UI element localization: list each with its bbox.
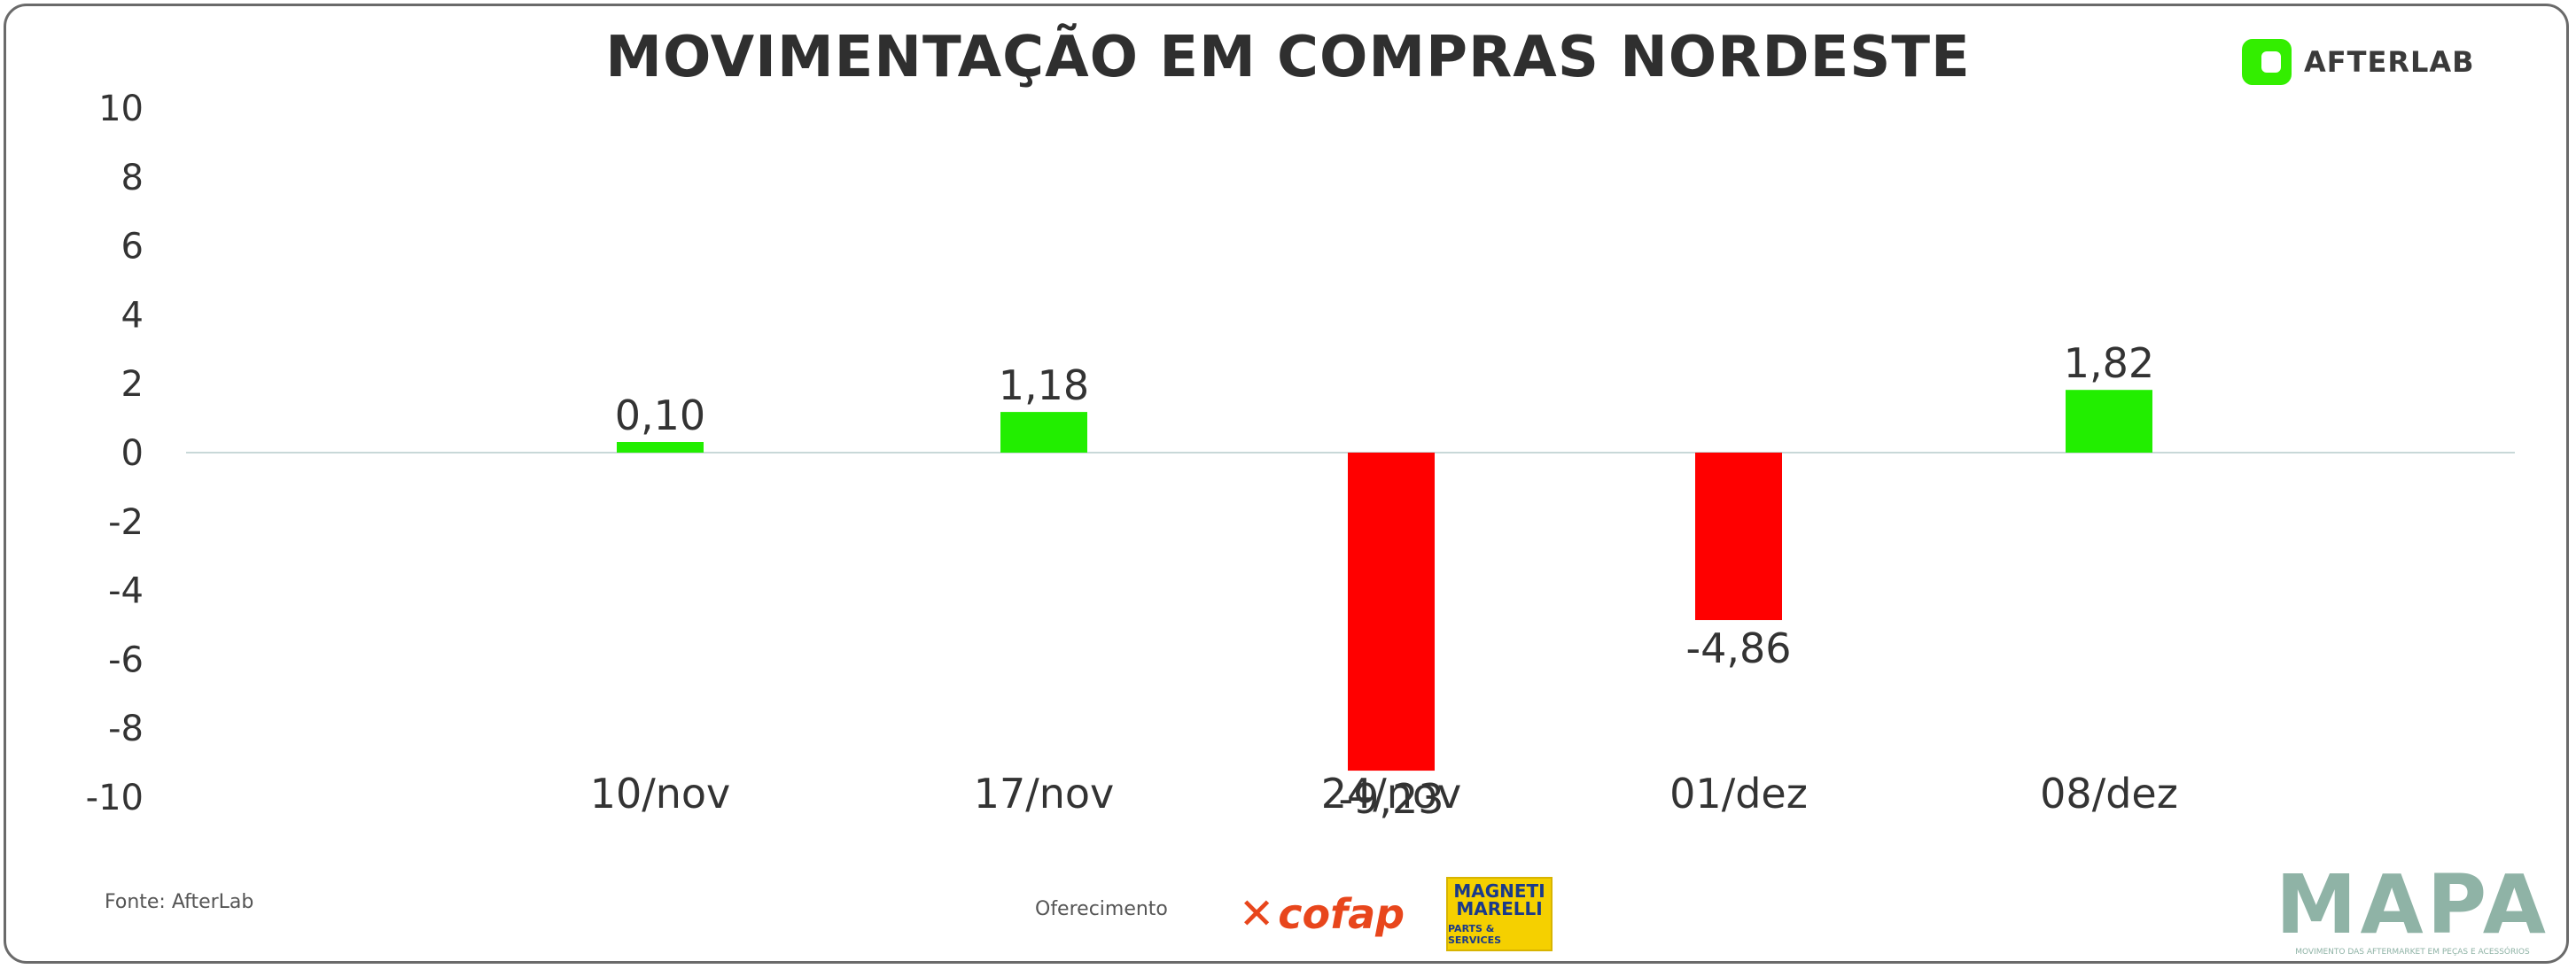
magneti-marelli-wordmark: MAGNETI MARELLI (1453, 880, 1545, 919)
source-note: Fonte: AfterLab (105, 891, 254, 913)
afterlab-logo: AFTERLAB (2242, 37, 2475, 87)
cofap-logo: ✕ cofap (1239, 889, 1405, 939)
y-tick-label: -6 (108, 640, 144, 680)
mapa-tagline: MOVIMENTO DAS AFTERMARKET EM PEÇAS E ACE… (2295, 948, 2530, 957)
y-tick-label: 2 (121, 364, 144, 405)
bar (617, 442, 704, 453)
bar (1348, 453, 1435, 771)
x-tick-label: 10/nov (590, 770, 731, 818)
data-label: 1,18 (999, 361, 1089, 409)
magneti-marelli-subtitle: PARTS & SERVICES (1448, 923, 1502, 946)
magneti-marelli-logo: MAGNETI MARELLI PARTS & SERVICES (1446, 877, 1553, 951)
x-tick-label: 24/nov (1321, 770, 1462, 818)
brand-name: AFTERLAB (2304, 45, 2475, 79)
cofap-x-icon: ✕ (1239, 889, 1275, 939)
y-tick-label: -4 (108, 571, 144, 612)
cofap-wordmark: cofap (1278, 890, 1405, 938)
data-label: -9,23 (1338, 775, 1444, 823)
bar (1000, 412, 1087, 453)
chart-title: MOVIMENTAÇÃO EM COMPRAS NORDESTE (605, 25, 1971, 90)
bar (2066, 390, 2152, 453)
y-tick-label: -10 (86, 778, 144, 818)
x-tick-label: 01/dez (1669, 770, 1808, 818)
bar (1695, 453, 1782, 621)
mapa-wordmark: MAPA (2276, 857, 2549, 952)
y-tick-label: 8 (121, 158, 144, 198)
x-tick-label: 17/nov (974, 770, 1115, 818)
x-tick-label: 08/dez (2040, 770, 2178, 818)
afterlab-logo-icon (2242, 39, 2292, 85)
chart-frame (4, 4, 2569, 964)
y-tick-label: 6 (121, 227, 144, 267)
data-label: -4,86 (1685, 624, 1791, 672)
y-tick-label: 4 (121, 295, 144, 336)
y-tick-label: -8 (108, 709, 144, 749)
y-tick-label: 10 (98, 89, 144, 129)
data-label: 1,82 (2064, 339, 2154, 387)
mapa-logo: MAPA MOVIMENTO DAS AFTERMARKET EM PEÇAS … (2276, 864, 2549, 957)
sponsor-label: Oferecimento (1035, 898, 1168, 920)
y-tick-label: -2 (108, 502, 144, 543)
y-tick-label: 0 (121, 433, 144, 474)
data-label: 0,10 (615, 391, 705, 439)
